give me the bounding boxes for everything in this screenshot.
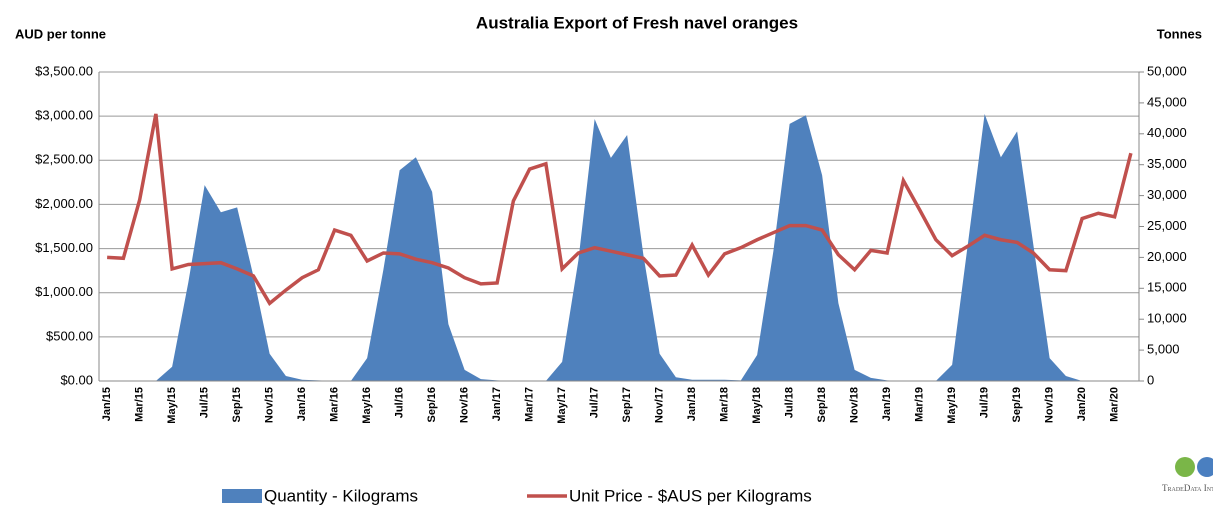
x-tick-label: Sep/16 xyxy=(426,387,438,422)
y2-tick-label: 20,000 xyxy=(1147,249,1187,264)
line xyxy=(107,113,1133,306)
y2-tick-label: 10,000 xyxy=(1147,311,1187,326)
x-tick-label: Jan/17 xyxy=(491,387,503,421)
area xyxy=(107,114,1131,382)
y2-tick-label: 0 xyxy=(1147,372,1154,387)
logo xyxy=(1197,457,1213,477)
x-tick-label: May/17 xyxy=(556,387,568,424)
legend-label: Quantity - Kilograms xyxy=(264,486,418,505)
x-tick-label: Mar/18 xyxy=(719,387,731,422)
y-tick-label: $2,000.00 xyxy=(35,196,93,211)
x-tick-label: Sep/17 xyxy=(621,387,633,422)
x-tick-label: Mar/16 xyxy=(329,387,341,422)
y2-tick-label: 25,000 xyxy=(1147,218,1187,233)
x-tick-label: Jul/15 xyxy=(199,387,211,418)
x-tick-label: May/19 xyxy=(946,387,958,424)
x-tick-label: Mar/17 xyxy=(524,387,536,422)
x-tick-label: Jul/19 xyxy=(979,387,991,418)
y-tick-label: $2,500.00 xyxy=(35,152,93,167)
y-tick-label: $500.00 xyxy=(46,328,93,343)
x-tick-label: Jan/19 xyxy=(881,387,893,421)
x-tick-label: Mar/15 xyxy=(134,387,146,422)
y2-tick-label: 45,000 xyxy=(1147,94,1187,109)
x-tick-label: Nov/15 xyxy=(264,387,276,423)
x-tick-label: Sep/15 xyxy=(231,387,243,422)
x-tick-label: Jan/18 xyxy=(686,387,698,421)
y-tick-label: $1,500.00 xyxy=(35,240,93,255)
x-tick-label: May/16 xyxy=(361,387,373,424)
y2-tick-label: 30,000 xyxy=(1147,187,1187,202)
y2-tick-label: 40,000 xyxy=(1147,125,1187,140)
x-tick-label: Nov/16 xyxy=(459,387,471,423)
logo xyxy=(1175,457,1195,477)
y2-tick-label: 5,000 xyxy=(1147,342,1180,357)
y2-tick-label: 50,000 xyxy=(1147,63,1187,78)
y2-tick-label: 15,000 xyxy=(1147,280,1187,295)
x-tick-label: Sep/18 xyxy=(816,387,828,422)
x-tick-label: Mar/19 xyxy=(914,387,926,422)
x-tick-label: Nov/18 xyxy=(849,387,861,423)
y-tick-label: $3,500.00 xyxy=(35,63,93,78)
x-tick-label: Jan/15 xyxy=(101,387,113,421)
x-tick-label: Jul/16 xyxy=(394,387,406,418)
y-tick-label: $1,000.00 xyxy=(35,284,93,299)
y-axis-label: AUD per tonne xyxy=(15,26,106,41)
y-tick-label: $3,000.00 xyxy=(35,108,93,123)
x-tick-label: Jul/18 xyxy=(784,387,796,418)
y2-axis-label: Tonnes xyxy=(1157,26,1202,41)
x-tick-label: Nov/17 xyxy=(654,387,666,423)
x-tick-label: Sep/19 xyxy=(1011,387,1023,422)
x-tick-label: May/18 xyxy=(751,387,763,424)
legend-swatch xyxy=(222,489,262,503)
chart-title: Australia Export of Fresh navel oranges xyxy=(476,13,798,32)
x-tick-label: Jan/20 xyxy=(1076,387,1088,421)
x-tick-label: Jan/16 xyxy=(296,387,308,421)
y-tick-label: $0.00 xyxy=(60,372,93,387)
legend-label: Unit Price - $AUS per Kilograms xyxy=(569,486,812,505)
x-tick-label: May/15 xyxy=(166,387,178,424)
x-tick-label: Nov/19 xyxy=(1044,387,1056,423)
x-tick-label: Mar/20 xyxy=(1109,387,1121,422)
x-tick-label: Jul/17 xyxy=(589,387,601,418)
y2-tick-label: 35,000 xyxy=(1147,156,1187,171)
watermark: TradeData International xyxy=(1162,483,1213,493)
